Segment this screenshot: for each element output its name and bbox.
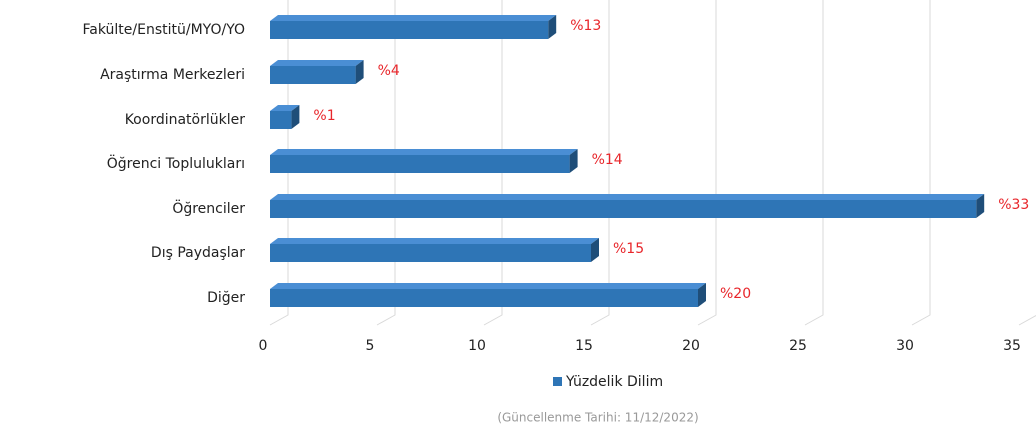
- x-tick-label: 10: [468, 338, 486, 354]
- bar-top: [270, 60, 364, 66]
- value-label: %15: [613, 241, 644, 257]
- update-note: (Güncellenme Tarihi: 11/12/2022): [497, 411, 698, 425]
- category-label: Dış Paydaşlar: [151, 245, 245, 261]
- bar-top: [270, 15, 557, 21]
- value-label: %13: [570, 18, 601, 34]
- bar-side: [698, 283, 706, 307]
- bar-top: [270, 194, 985, 200]
- x-tick-label: 20: [682, 338, 700, 354]
- grid-line: [483, 0, 503, 326]
- bar-top: [270, 283, 706, 289]
- category-label: Öğrenciler: [172, 199, 245, 217]
- grid-line: [590, 0, 610, 326]
- bar-side: [355, 60, 364, 84]
- bar-front: [270, 200, 977, 218]
- category-label: Fakülte/Enstitü/MYO/YO: [83, 22, 245, 38]
- bar-front: [270, 155, 570, 173]
- category-label: Öğrenci Toplulukları: [107, 154, 245, 172]
- bar-top: [270, 105, 300, 111]
- x-tick-label: 15: [575, 338, 593, 354]
- bar: [270, 15, 557, 39]
- bar-front: [270, 289, 698, 307]
- bar: [270, 194, 985, 218]
- x-tick-label: 25: [789, 338, 807, 354]
- bar-side: [591, 238, 599, 262]
- x-tick-label: 30: [896, 338, 914, 354]
- bar-top: [270, 238, 599, 244]
- x-tick-label: 5: [366, 338, 375, 354]
- bar-side: [569, 149, 578, 173]
- value-label: %33: [998, 197, 1029, 213]
- bar: [270, 238, 599, 262]
- bar-front: [270, 66, 356, 84]
- x-tick-label: 0: [259, 338, 268, 354]
- grid-line: [1018, 314, 1036, 326]
- x-tick-label: 35: [1003, 338, 1021, 354]
- bar-top: [270, 149, 578, 155]
- legend-label: Yüzdelik Dilim: [565, 374, 663, 390]
- bar-front: [270, 21, 549, 39]
- bar: [270, 283, 706, 307]
- value-label: %14: [592, 152, 623, 168]
- bar: [270, 149, 578, 173]
- grid-line: [697, 0, 717, 326]
- value-label: %1: [313, 108, 335, 124]
- legend-swatch: [553, 377, 562, 386]
- grid-line: [911, 0, 931, 326]
- bar-side: [976, 194, 985, 218]
- value-label: %4: [378, 63, 400, 79]
- bar: [270, 105, 300, 129]
- bar: [270, 60, 364, 84]
- bar-front: [270, 111, 292, 129]
- category-label: Araştırma Merkezleri: [100, 67, 245, 83]
- grid-line: [804, 0, 824, 326]
- category-label: Diğer: [207, 290, 245, 306]
- category-label: Koordinatörlükler: [125, 112, 246, 128]
- grid-line: [376, 0, 396, 326]
- bar-side: [291, 105, 300, 129]
- value-label: %20: [720, 286, 751, 302]
- bar-front: [270, 244, 591, 262]
- bar-side: [548, 15, 557, 39]
